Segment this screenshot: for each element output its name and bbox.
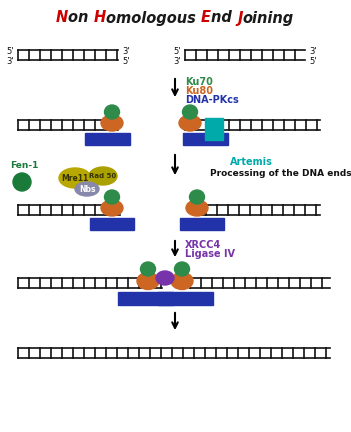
Text: E: E xyxy=(201,10,211,25)
Text: 5': 5' xyxy=(122,57,130,67)
Bar xyxy=(205,118,223,140)
Text: Rad 50: Rad 50 xyxy=(90,173,117,179)
Text: Ku70: Ku70 xyxy=(185,77,213,87)
Bar xyxy=(183,133,228,145)
Text: XRCC4: XRCC4 xyxy=(185,240,221,250)
Text: nd: nd xyxy=(211,10,237,25)
Ellipse shape xyxy=(186,200,208,216)
Ellipse shape xyxy=(171,273,193,289)
Text: N: N xyxy=(56,10,68,25)
Text: DNA-PKcs: DNA-PKcs xyxy=(185,95,239,105)
Text: oining: oining xyxy=(243,10,294,25)
Bar xyxy=(158,292,213,305)
Text: Nbs: Nbs xyxy=(79,184,95,194)
Text: 3': 3' xyxy=(6,57,14,67)
Text: J: J xyxy=(237,10,243,25)
Bar xyxy=(90,218,134,230)
Bar xyxy=(180,218,224,230)
Ellipse shape xyxy=(190,190,205,204)
Ellipse shape xyxy=(156,271,174,285)
Ellipse shape xyxy=(105,190,119,204)
Text: 5': 5' xyxy=(7,48,14,57)
Text: H: H xyxy=(94,10,106,25)
Ellipse shape xyxy=(101,200,123,216)
Text: Ligase IV: Ligase IV xyxy=(185,249,235,259)
Text: on: on xyxy=(68,10,94,25)
Text: 3': 3' xyxy=(309,48,317,57)
Text: Mre11: Mre11 xyxy=(61,174,88,182)
Text: Processing of the DNA ends: Processing of the DNA ends xyxy=(210,169,351,178)
Text: 3': 3' xyxy=(173,57,181,67)
Text: 5': 5' xyxy=(309,57,317,67)
Text: 3': 3' xyxy=(122,48,130,57)
Ellipse shape xyxy=(89,167,117,185)
Text: Artemis: Artemis xyxy=(230,157,273,167)
Ellipse shape xyxy=(59,168,91,188)
Ellipse shape xyxy=(137,273,159,289)
Ellipse shape xyxy=(174,262,190,276)
Ellipse shape xyxy=(101,115,123,131)
Bar xyxy=(118,292,173,305)
Text: Ku80: Ku80 xyxy=(185,86,213,96)
Ellipse shape xyxy=(179,115,201,131)
Bar xyxy=(85,133,130,145)
Text: 5': 5' xyxy=(173,48,181,57)
Text: Fen-1: Fen-1 xyxy=(10,162,38,171)
Ellipse shape xyxy=(13,173,31,191)
Ellipse shape xyxy=(183,105,198,119)
Ellipse shape xyxy=(105,105,119,119)
Ellipse shape xyxy=(140,262,155,276)
Text: omologous: omologous xyxy=(106,10,201,25)
Ellipse shape xyxy=(75,182,99,196)
